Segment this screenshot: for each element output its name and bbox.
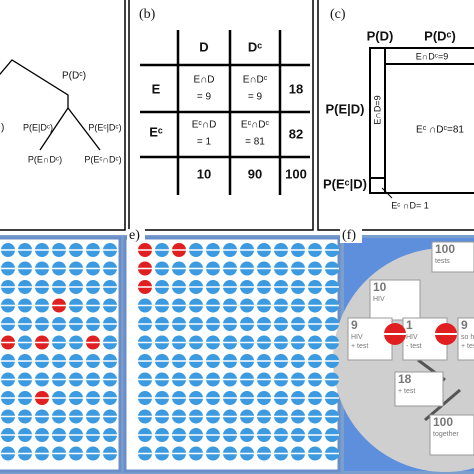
node-caption: HIV <box>351 334 363 341</box>
cell-text: E∩Dᶜ <box>243 75 268 86</box>
panel-label: e) <box>129 228 140 243</box>
tree-label: P(Eᶜ∩Dᶜ) <box>84 154 121 164</box>
node-count: 100 <box>433 415 453 429</box>
cell-text: = 81 <box>245 137 265 148</box>
node-caption: + test <box>351 343 368 350</box>
area-label: P(E|D) <box>325 101 364 116</box>
node-caption: + test <box>398 388 415 395</box>
area-label: E∩D=9 <box>372 95 382 124</box>
row-total: 82 <box>289 126 303 141</box>
area-diagram <box>369 47 474 199</box>
node-box <box>347 317 393 361</box>
node-caption: HIV <box>406 334 418 341</box>
node-count: 1 <box>406 318 413 332</box>
frame-a <box>0 0 126 231</box>
area-label: E∩Dᶜ=9 <box>416 51 448 61</box>
area-label: P(Dᶜ) <box>424 28 456 43</box>
total: 100 <box>285 166 307 181</box>
tree-label: P(Dᶜ) <box>62 71 86 82</box>
tree-label: ) <box>1 123 4 134</box>
tree-label: P(E∩Dᶜ) <box>28 154 62 164</box>
panel-label: (b) <box>139 7 156 22</box>
cell-text: Eᶜ∩D <box>192 120 217 131</box>
cell-text: = 9 <box>248 92 263 103</box>
node-count: 9 <box>351 318 358 332</box>
cell-text: = 9 <box>197 92 212 103</box>
node-count: 9 <box>461 318 468 332</box>
col-header: D <box>199 39 208 54</box>
cell-text: = 1 <box>197 137 212 148</box>
row-header: Eᶜ <box>149 124 163 139</box>
row-total: 18 <box>289 81 303 96</box>
col-header: Dᶜ <box>248 39 262 54</box>
node-caption: so h <box>461 334 474 341</box>
node-box <box>457 317 474 361</box>
panel-label: (c) <box>330 7 346 22</box>
node-caption: together <box>433 431 459 438</box>
table-lines <box>140 30 310 195</box>
node-count: 10 <box>373 280 387 294</box>
total: 10 <box>197 166 211 181</box>
area-label: Eᶜ ∩D= 1 <box>391 200 428 210</box>
node-box <box>394 371 444 407</box>
node-caption: - test <box>406 343 422 350</box>
frame-c <box>317 0 474 231</box>
node-caption: tests <box>435 258 450 265</box>
node-caption: + test <box>461 343 474 350</box>
node-count: 100 <box>435 242 455 256</box>
label-bg <box>340 229 362 243</box>
frame-b <box>128 0 314 231</box>
area-label: P(D) <box>367 28 394 43</box>
node-count: 18 <box>398 372 412 386</box>
area-label: P(Eᶜ|D) <box>323 176 367 191</box>
label-bg <box>127 229 145 243</box>
tree-label: P(E|Dᶜ) <box>23 122 53 132</box>
cell-text: Eᶜ∩Dᶜ <box>241 120 270 131</box>
panel-label: (f) <box>342 228 356 243</box>
area-label: Eᶜ ∩Dᶜ=81 <box>416 125 464 136</box>
total: 90 <box>248 166 262 181</box>
node-box <box>429 414 474 456</box>
node-caption: HIV <box>373 296 385 303</box>
node-box <box>431 241 474 273</box>
tree-label: P(Eᶜ|Dᶜ) <box>88 122 121 132</box>
cell-text: E∩D <box>193 75 214 86</box>
row-header: E <box>152 81 161 96</box>
node-box <box>369 279 421 321</box>
tree <box>0 59 101 151</box>
